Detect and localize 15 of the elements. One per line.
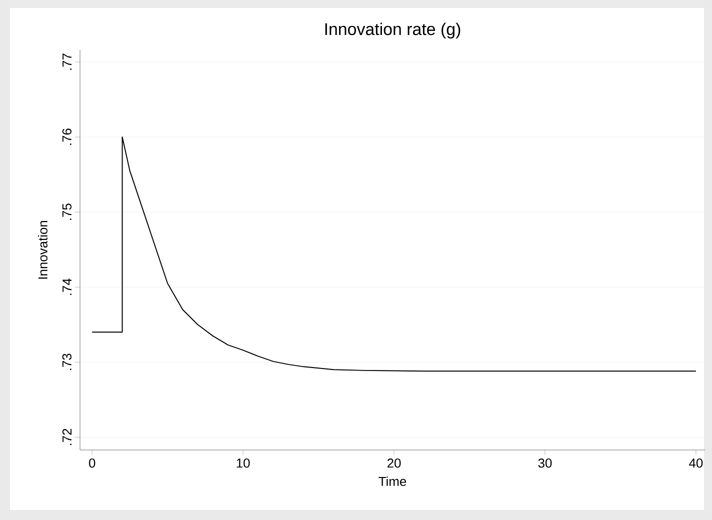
y-tick-label: .77 (62, 54, 72, 70)
x-tick-label: 0 (88, 458, 96, 468)
x-tick-label: 20 (387, 458, 401, 468)
y-tick-label: .72 (62, 428, 72, 446)
x-tick-label: 10 (236, 458, 250, 468)
y-tick-label: .73 (62, 354, 72, 370)
x-axis-title: Time (378, 476, 406, 486)
y-tick-label: .75 (62, 204, 72, 220)
y-tick-label: .76 (62, 128, 72, 145)
line-series (92, 136, 696, 372)
y-axis-title: Innovation (38, 220, 48, 279)
chart-title: Innovation rate (g) (325, 22, 460, 38)
x-tick-label: 40 (689, 458, 703, 468)
x-tick-label: 30 (538, 458, 552, 468)
y-tick-label: .74 (62, 278, 72, 295)
